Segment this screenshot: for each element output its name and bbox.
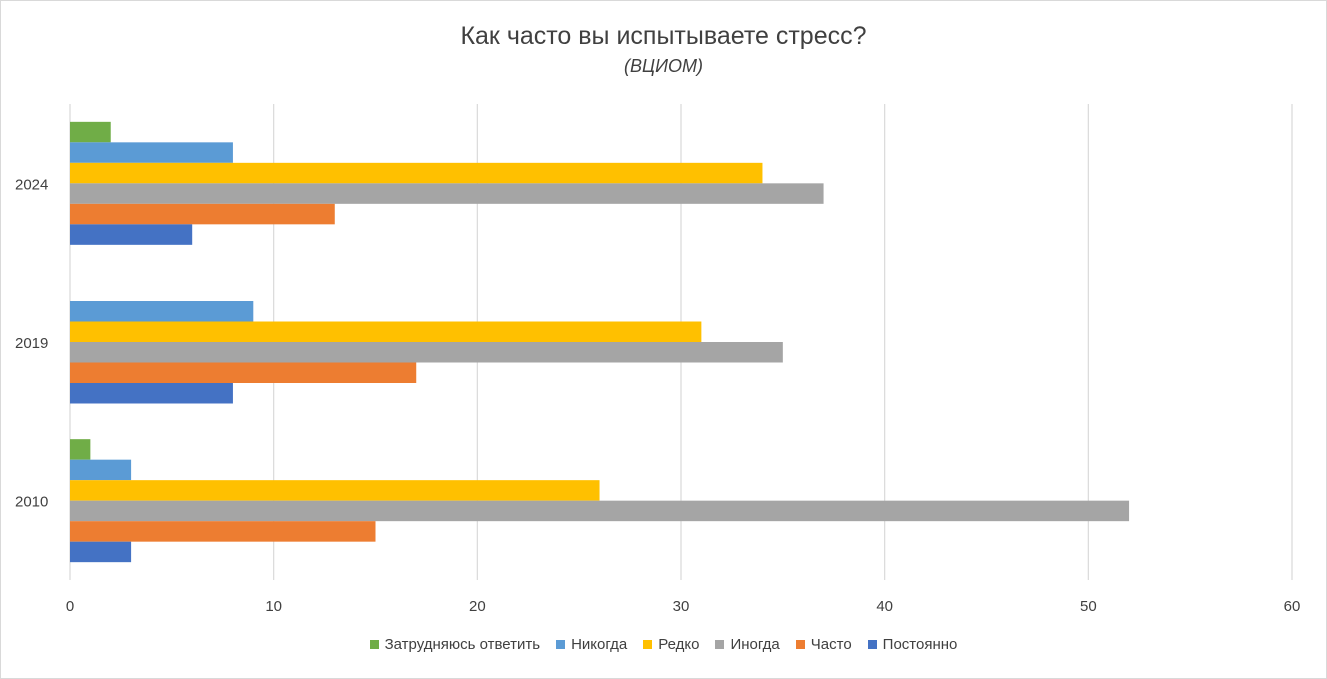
bar bbox=[70, 500, 1130, 522]
legend-label: Часто bbox=[810, 636, 852, 653]
bar bbox=[70, 541, 132, 563]
bar bbox=[70, 362, 417, 383]
bar bbox=[70, 301, 254, 322]
legend-item: Иногда bbox=[715, 636, 780, 653]
legend-swatch bbox=[643, 640, 653, 649]
bar bbox=[70, 142, 233, 163]
bar bbox=[70, 459, 132, 481]
legend-swatch bbox=[715, 640, 725, 649]
bar bbox=[70, 121, 111, 143]
legend-swatch bbox=[795, 640, 805, 649]
bar bbox=[70, 521, 376, 542]
y-tick-label: 2024 bbox=[15, 176, 48, 193]
bar bbox=[70, 383, 233, 404]
legend-swatch bbox=[369, 640, 379, 649]
legend-label: Никогда bbox=[571, 636, 628, 653]
legend: Затрудняюсь ответить Никогда Редко Иногда Ча… bbox=[0, 636, 1327, 653]
bar bbox=[70, 342, 783, 363]
x-tick-label: 10 bbox=[265, 598, 282, 615]
x-tick-label: 30 bbox=[673, 598, 690, 615]
legend-item: Никогда bbox=[556, 636, 627, 653]
y-axis-ticks: 2010 2019 2024 bbox=[15, 176, 48, 510]
bar bbox=[70, 203, 335, 225]
bar bbox=[70, 480, 600, 501]
legend-swatch bbox=[867, 640, 877, 649]
bars bbox=[70, 121, 1130, 563]
legend-item: Постоянно bbox=[867, 636, 958, 653]
chart-title: Как часто вы испытываете стресс? bbox=[460, 22, 867, 50]
bar bbox=[70, 224, 193, 245]
y-tick-label: 2019 bbox=[15, 335, 48, 352]
x-tick-label: 0 bbox=[66, 598, 74, 615]
x-tick-label: 50 bbox=[1080, 598, 1097, 615]
legend-label: Иногда bbox=[730, 636, 780, 653]
legend-item: Редко bbox=[643, 636, 699, 653]
x-tick-label: 60 bbox=[1284, 598, 1301, 615]
bar bbox=[70, 183, 824, 204]
bar bbox=[70, 162, 763, 184]
legend-item: Затрудняюсь ответить bbox=[369, 636, 541, 653]
x-axis-ticks: 0 10 20 30 40 50 60 bbox=[66, 598, 1301, 615]
legend-label: Редко bbox=[658, 636, 700, 653]
legend-item: Часто bbox=[795, 636, 852, 653]
x-tick-label: 20 bbox=[469, 598, 486, 615]
legend-swatch bbox=[556, 640, 566, 649]
x-tick-label: 40 bbox=[876, 598, 893, 615]
y-tick-label: 2010 bbox=[15, 494, 48, 511]
legend-label: Постоянно bbox=[882, 636, 958, 653]
bar bbox=[70, 439, 91, 460]
bar bbox=[70, 321, 702, 342]
chart-subtitle: (ВЦИОМ) bbox=[624, 56, 703, 76]
legend-label: Затрудняюсь ответить bbox=[384, 636, 541, 653]
